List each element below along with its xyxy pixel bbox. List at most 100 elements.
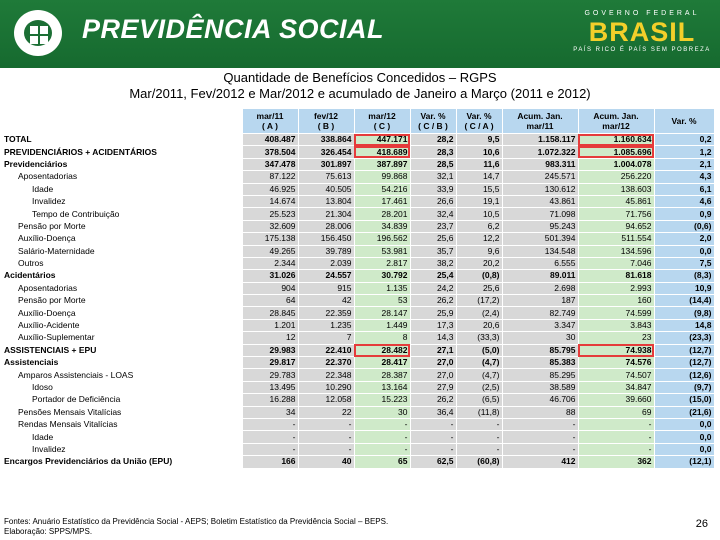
- table-cell: 2.698: [502, 282, 579, 296]
- table-cell: 14,3: [410, 331, 457, 345]
- table-cell: (9,8): [654, 306, 715, 320]
- row-label: Portador de Deficiência: [2, 393, 243, 407]
- table-cell: (33,3): [456, 331, 503, 345]
- table-cell: 12: [242, 331, 299, 345]
- table-cell: (21,6): [654, 406, 715, 420]
- row-label: Rendas Mensais Vitalícias: [2, 418, 243, 432]
- table-cell: -: [502, 443, 579, 457]
- table-cell: 14.674: [242, 195, 299, 209]
- column-header-line1: mar/12: [368, 111, 396, 121]
- table-cell: 71.098: [502, 207, 579, 221]
- table-cell: 2,0: [654, 232, 715, 246]
- table-cell: 904: [242, 282, 299, 296]
- table-cell: 0,0: [654, 443, 715, 457]
- gov-slogan: PAÍS RICO É PAÍS SEM POBREZA: [573, 47, 711, 53]
- table-cell: 28.417: [354, 356, 411, 370]
- column-header-line2: mar/12: [602, 121, 630, 131]
- table-cell: 28.201: [354, 207, 411, 221]
- row-label: Auxílio-Doença: [2, 306, 243, 320]
- table-cell: -: [410, 418, 457, 432]
- table-cell: 12.058: [298, 393, 355, 407]
- table-cell: 35,7: [410, 245, 457, 258]
- column-header: mar/12( C ): [353, 108, 411, 134]
- table-cell: 2,1: [654, 158, 715, 172]
- column-header: Var. %( C / B ): [409, 108, 457, 134]
- table-cell: 25.523: [242, 207, 299, 221]
- table-cell: 1.201: [242, 319, 299, 333]
- table-cell: 46.925: [242, 183, 299, 196]
- row-label: PREVIDENCIÁRIOS + ACIDENTÁRIOS: [2, 145, 243, 159]
- page-title: Quantidade de Benefícios Concedidos – RG…: [223, 70, 497, 85]
- table-cell: -: [354, 430, 411, 444]
- gov-top-text: GOVERNO FEDERAL: [584, 10, 700, 17]
- table-cell: 28,2: [410, 133, 457, 147]
- table-header-row: mar/11( A ) fev/12( B ) mar/12( C ) Var. %(…: [2, 108, 715, 134]
- table-cell: 28.387: [354, 368, 411, 382]
- table-row: Rendas Mensais Vitalícias - - - - - - -0,0: [2, 418, 715, 432]
- table-cell: 20,6: [456, 319, 503, 333]
- row-label: Pensão por Morte: [2, 294, 243, 308]
- table-cell: 25,6: [410, 232, 457, 246]
- benefits-table: mar/11( A ) fev/12( B ) mar/12( C ) Var. %(…: [2, 108, 715, 469]
- row-label: Aposentadorias: [2, 170, 243, 184]
- table-cell: 17,3: [410, 319, 457, 333]
- page-subtitle: Mar/2011, Fev/2012 e Mar/2012 e acumulad…: [129, 86, 591, 101]
- table-cell: -: [242, 430, 299, 444]
- table-cell: 45.861: [578, 195, 655, 209]
- table-cell: 42: [298, 294, 355, 308]
- row-label: Invalidez: [2, 195, 243, 209]
- table-row: Amparos Assistenciais - LOAS 29.783 22.348…: [2, 368, 715, 382]
- table-cell: 62,5: [410, 455, 457, 469]
- table-cell: 40: [298, 455, 355, 469]
- column-header-line1: Acum. Jan.: [517, 111, 563, 121]
- table-cell: 27,0: [410, 356, 457, 370]
- table-cell: 32,4: [410, 207, 457, 221]
- table-cell: 3.347: [502, 319, 579, 333]
- table-cell: 22: [298, 406, 355, 420]
- table-cell: 0,0: [654, 430, 715, 444]
- table-cell: -: [410, 443, 457, 457]
- table-cell: 26,2: [410, 393, 457, 407]
- table-cell: 26,2: [410, 294, 457, 308]
- page-number: 26: [695, 518, 708, 530]
- row-label: TOTAL: [2, 133, 243, 147]
- table-cell: 24,2: [410, 282, 457, 296]
- column-header-line1: fev/12: [313, 111, 339, 121]
- table-cell: 75.613: [298, 170, 355, 184]
- footnote: Fontes: Anuário Estatístico da Previdênc…: [4, 517, 388, 537]
- table-cell: 22.410: [298, 344, 355, 358]
- table-row: Aposentadorias 87.122 75.613 99.868 32,1 14,7…: [2, 170, 715, 184]
- table-cell: 81.618: [578, 269, 655, 283]
- table-cell: (60,8): [456, 455, 503, 469]
- table-cell: 53: [354, 294, 411, 308]
- table-cell: 17.461: [354, 195, 411, 209]
- table-cell: 27,1: [410, 344, 457, 358]
- table-row: Idade - - - - - - -0,0: [2, 430, 715, 444]
- table-cell: 13.804: [298, 195, 355, 209]
- table-cell: 175.138: [242, 232, 299, 246]
- column-header-line1: Var. %: [466, 111, 492, 121]
- footnote-sources: Fontes: Anuário Estatístico da Previdênc…: [4, 517, 389, 526]
- table-cell: (8,3): [654, 269, 715, 283]
- table-row: PREVIDENCIÁRIOS + ACIDENTÁRIOS 378.504 326…: [2, 145, 715, 159]
- table-cell: 1.004.078: [578, 158, 655, 172]
- table-cell: 9,5: [456, 133, 503, 147]
- table-cell: 27,9: [410, 381, 457, 395]
- table-cell: -: [298, 430, 355, 444]
- table-cell: 85.295: [502, 368, 579, 382]
- table-cell: (6,5): [456, 393, 503, 407]
- brand-title: PREVIDÊNCIA SOCIAL: [82, 14, 385, 44]
- table-cell: 1.449: [354, 319, 411, 333]
- table-cell: 11,6: [456, 158, 503, 172]
- table-cell: 6,1: [654, 183, 715, 196]
- table-cell: 2.039: [298, 257, 355, 271]
- row-label: Salário-Maternidade: [2, 245, 243, 258]
- table-cell: 23,7: [410, 220, 457, 234]
- table-cell: (2,5): [456, 381, 503, 395]
- table-cell: 983.311: [502, 158, 579, 172]
- table-cell: (15,0): [654, 393, 715, 407]
- row-label: Auxílio-Suplementar: [2, 331, 243, 345]
- table-cell: 2.817: [354, 257, 411, 271]
- brasil-wordmark: BRASIL: [588, 17, 696, 47]
- header-banner: PREVIDÊNCIA SOCIAL GOVERNO FEDERAL BRASI…: [0, 0, 720, 68]
